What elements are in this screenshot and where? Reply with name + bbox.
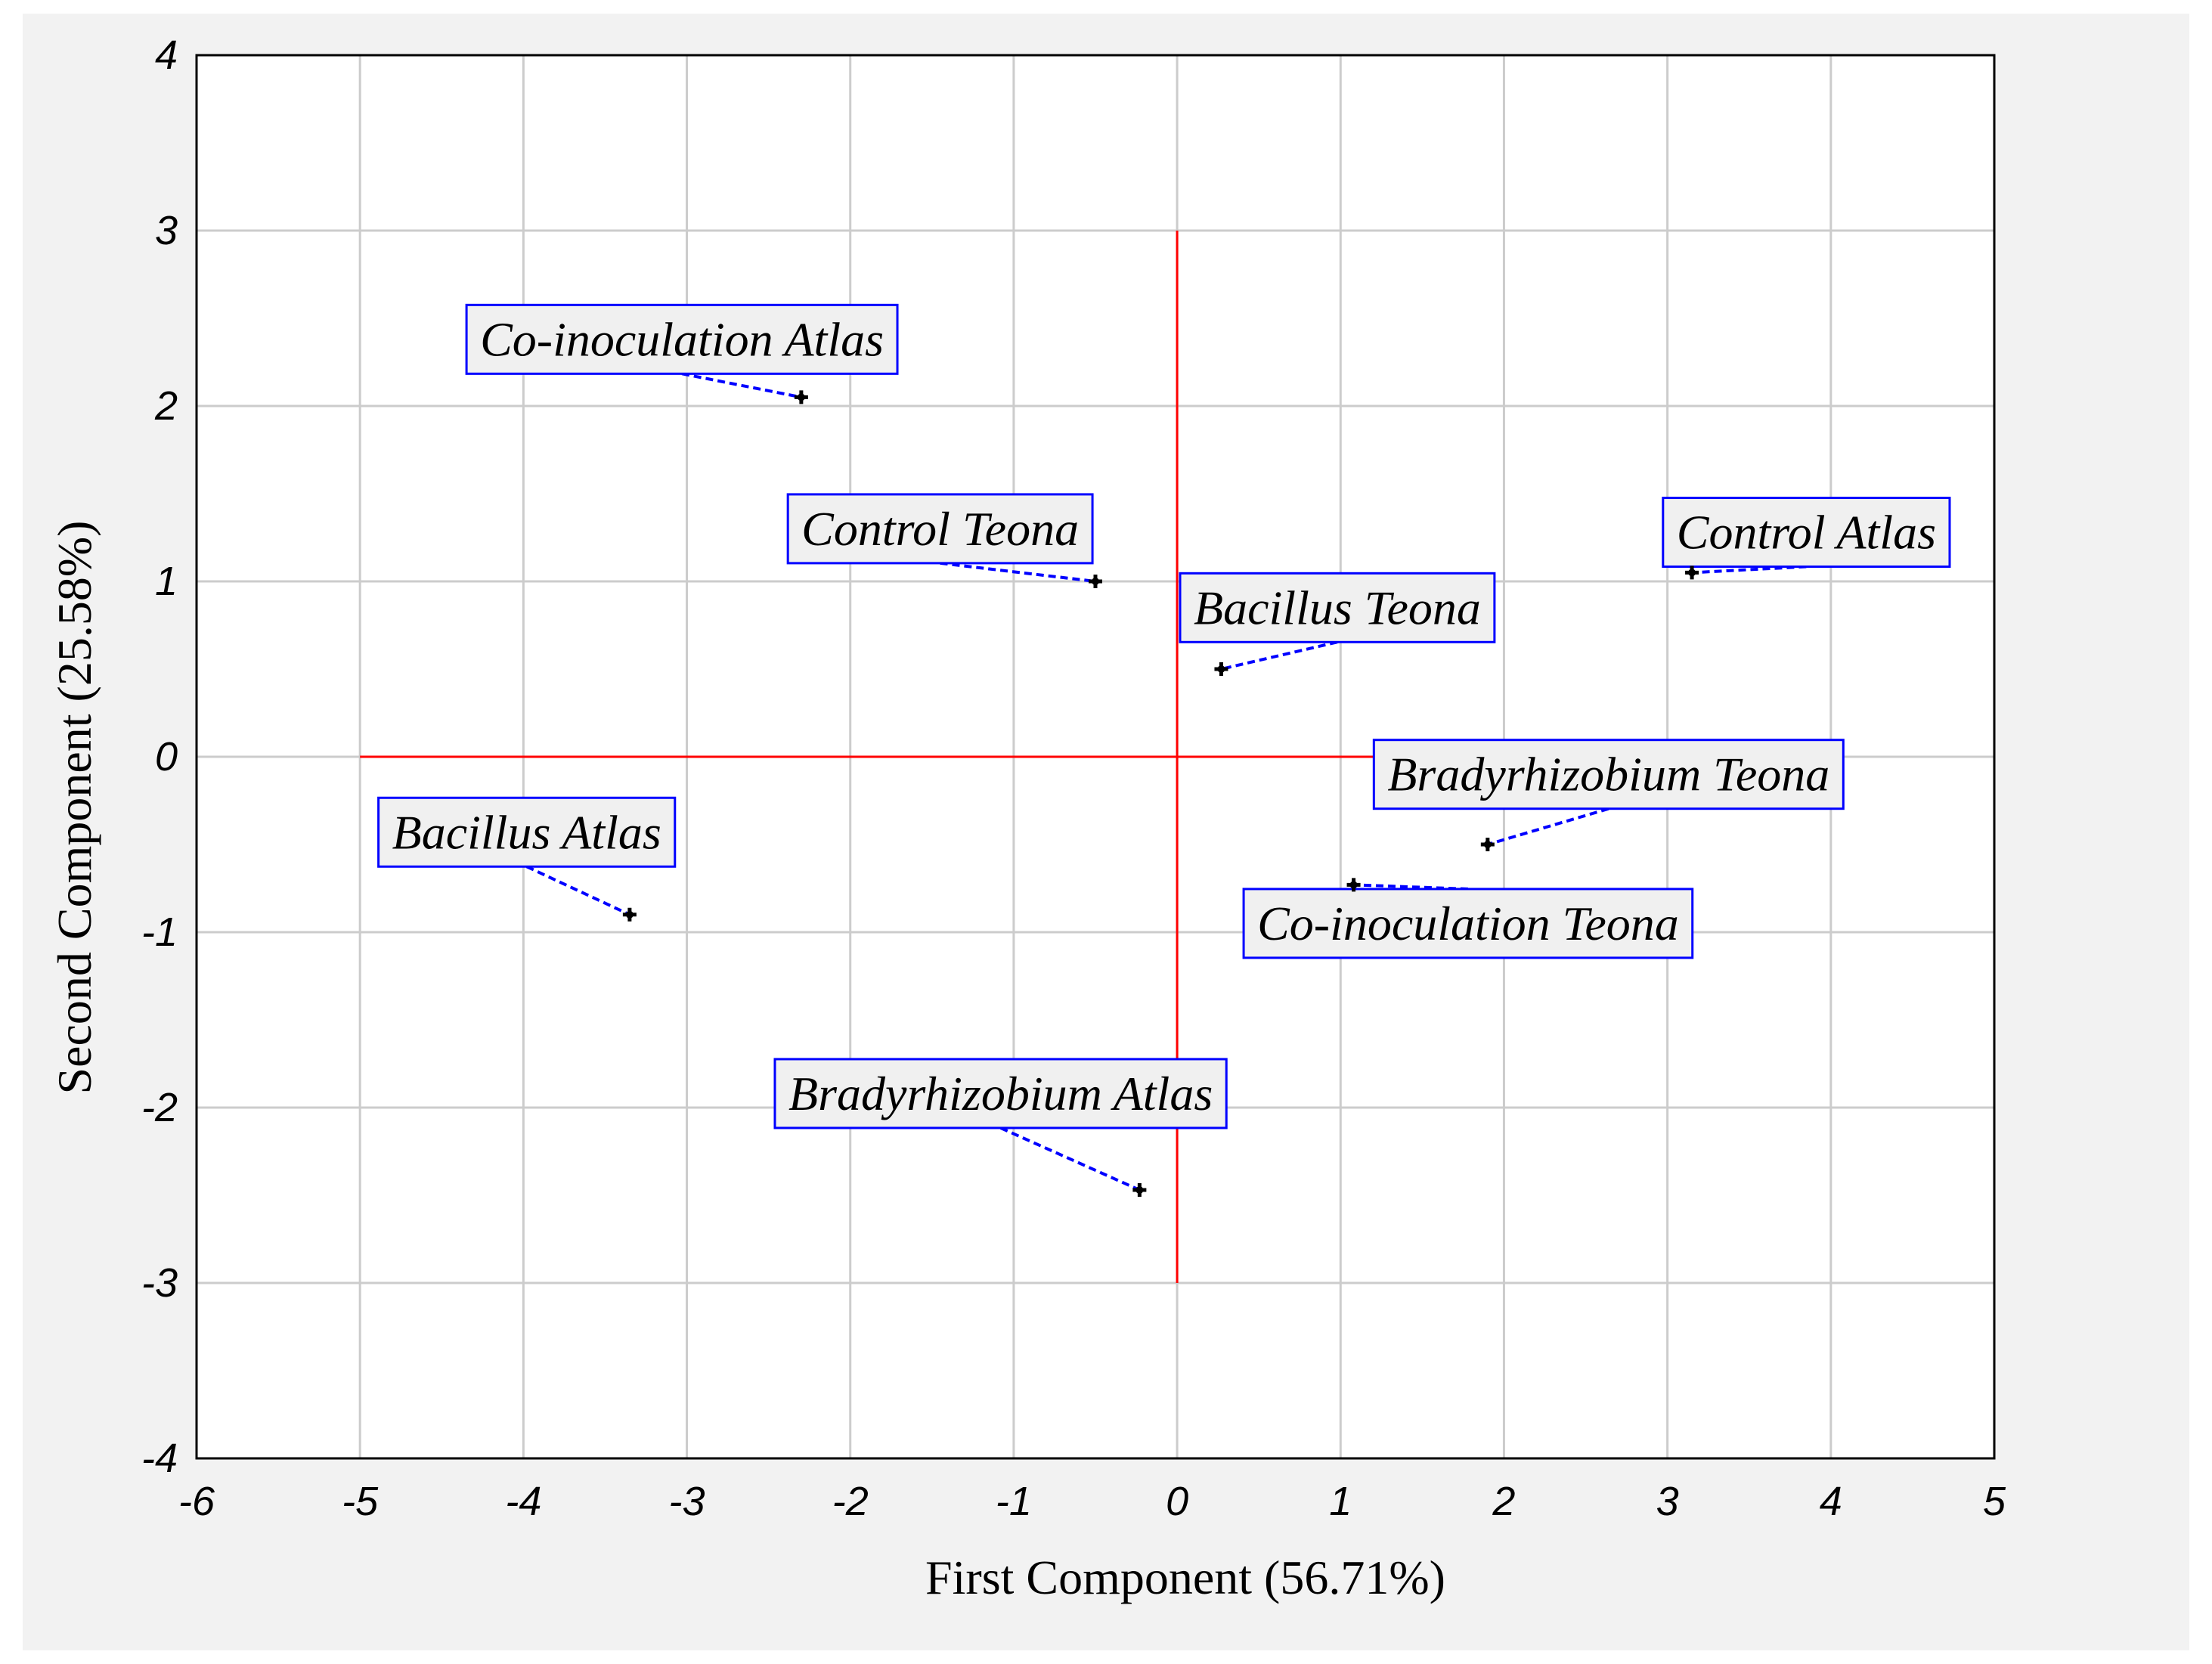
data-point-group: Bacillus Teona: [1179, 572, 1496, 676]
data-points: Co-inoculation Atlas Control Teona Bacillu…: [377, 303, 1951, 1198]
y-tick-label: 1: [155, 559, 178, 604]
plot-frame: [195, 54, 1996, 1460]
point-dot: [1349, 881, 1358, 889]
point-dot: [1135, 1186, 1144, 1195]
x-tick-label: -3: [669, 1479, 705, 1524]
x-tick-label: -4: [505, 1479, 541, 1524]
x-axis-title: First Component (56.71%): [925, 1551, 1445, 1604]
data-point-group: Bradyrhizobium Teona: [1372, 739, 1845, 851]
point-label: Bacillus Atlas: [392, 805, 661, 859]
point-label-box: [377, 796, 677, 868]
point-label: Control Teona: [801, 502, 1079, 556]
leader-line: [525, 865, 630, 916]
point-label-box: [1372, 739, 1845, 810]
leader-line: [681, 372, 802, 399]
x-tick-labels: -6 -5 -4 -3 -2 -1 0 1 2 3 4 5: [178, 1479, 2006, 1524]
point-dot: [625, 910, 634, 919]
point-dot: [1092, 578, 1099, 585]
y-tick-label: -1: [141, 909, 178, 955]
y-tick-label: -4: [141, 1436, 178, 1481]
y-axis-title: Second Component (25.58%): [48, 521, 101, 1095]
x-tick-label: 4: [1820, 1479, 1842, 1524]
y-tick-label: 3: [155, 208, 178, 253]
x-tick-label: -2: [832, 1479, 869, 1524]
leader-line: [940, 561, 1096, 583]
x-tick-label: 0: [1166, 1479, 1188, 1524]
data-point-group: Bradyrhizobium Atlas: [773, 1058, 1228, 1198]
point-dot: [1217, 665, 1225, 673]
y-tick-labels: -4 -3 -2 -1 0 1 2 3 4: [141, 33, 178, 1481]
point-label-box: [1662, 497, 1951, 569]
point-label-box: [1179, 572, 1496, 643]
data-point-group: Co-inoculation Atlas: [465, 303, 899, 404]
data-point-group: Bacillus Atlas: [377, 796, 677, 922]
leader-line: [1221, 640, 1338, 671]
data-point-group: Co-inoculation Teona: [1242, 878, 1694, 959]
point-label: Co-inoculation Teona: [1257, 897, 1679, 950]
chart-panel: -6 -5 -4 -3 -2 -1 0 1 2 3 4 5 -4 -3 -2 -1 0 1 2 3 4 Co-inoc…: [23, 14, 2189, 1650]
data-point-group: Control Teona: [786, 493, 1102, 588]
x-tick-label: -5: [342, 1479, 379, 1524]
point-label-box: [1242, 888, 1694, 959]
y-tick-label: -2: [141, 1085, 178, 1130]
x-tick-label: -1: [996, 1479, 1032, 1524]
leader-line: [999, 1126, 1141, 1191]
x-tick-label: 3: [1656, 1479, 1679, 1524]
x-tick-label: -6: [178, 1479, 215, 1524]
y-tick-label: 2: [154, 383, 178, 429]
pca-scatter-chart: -6 -5 -4 -3 -2 -1 0 1 2 3 4 5 -4 -3 -2 -1 0 1 2 3 4 Co-inoc…: [48, 33, 2006, 1604]
point-label: Bacillus Teona: [1194, 581, 1481, 634]
x-tick-label: 5: [1983, 1479, 2006, 1524]
data-point-group: Control Atlas: [1662, 497, 1951, 580]
y-tick-label: 0: [155, 734, 178, 779]
y-tick-label: -3: [141, 1260, 178, 1306]
point-label: Co-inoculation Atlas: [480, 312, 884, 366]
leader-line: [1487, 807, 1609, 846]
x-tick-label: 1: [1329, 1479, 1352, 1524]
point-dot: [1483, 841, 1492, 848]
point-label-box: [465, 303, 899, 375]
point-dot: [1688, 569, 1696, 577]
y-tick-label: 4: [155, 33, 178, 78]
point-label: Bradyrhizobium Atlas: [788, 1067, 1213, 1120]
point-dot: [797, 393, 805, 401]
point-label-box: [786, 493, 1094, 565]
point-label-box: [773, 1058, 1228, 1129]
point-label: Bradyrhizobium Teona: [1387, 748, 1829, 801]
x-tick-label: 2: [1492, 1479, 1515, 1524]
point-label: Control Atlas: [1677, 506, 1936, 559]
